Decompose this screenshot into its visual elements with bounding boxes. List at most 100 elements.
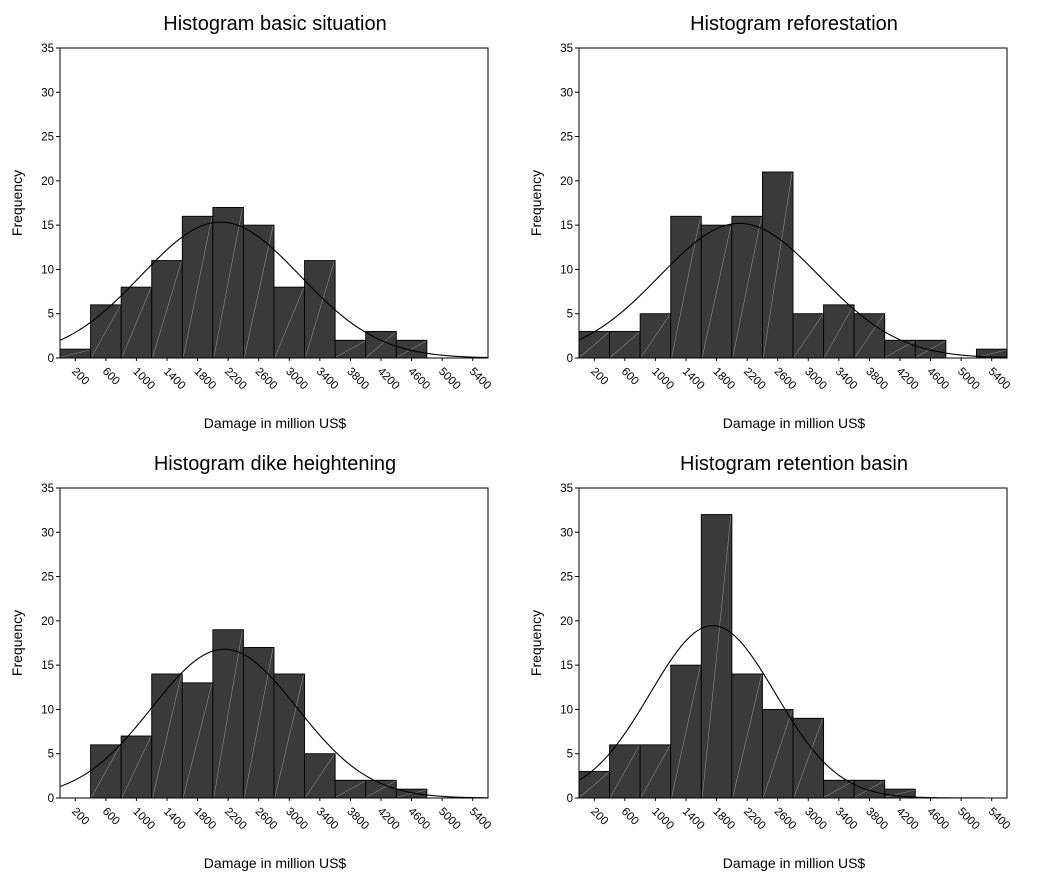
chart-title: Histogram dike heightening [154,453,396,475]
x-tick-label: 3800 [344,366,371,393]
y-axis: 0 5 10 15 20 25 30 35 [41,43,60,365]
x-tick-label: 3000 [802,806,829,833]
bar-hatch [91,745,121,798]
bar-hatch [274,288,304,358]
y-tick-label: 25 [560,132,573,144]
bar-hatch [60,349,90,358]
x-tick-label: 2200 [222,366,249,393]
bar-hatch [152,261,182,358]
x-tick-label: 3400 [314,806,341,833]
x-tick-label: 5400 [467,366,494,393]
x-tick-label: 5000 [955,806,982,833]
bar-hatch [854,314,884,358]
y-tick-label: 20 [41,176,54,188]
bar-hatch [610,332,640,358]
chart-title: Histogram retention basin [680,453,908,475]
bar-hatch [121,736,151,798]
bar-hatch [152,674,182,798]
y-axis: 0 5 10 15 20 25 30 35 [560,43,579,365]
chart-title: Histogram basic situation [163,13,386,35]
chart-title: Histogram reforestation [690,13,898,35]
x-tick-label: 2200 [222,806,249,833]
bar-hatch [244,648,274,798]
bar-hatch [885,789,915,798]
x-axis: 200 600 1000 1400 1800 2200 2600 3000 3400 3800 42… [588,358,1012,392]
y-tick-label: 30 [41,527,54,539]
y-tick-label: 35 [560,43,573,55]
x-tick-label: 3000 [283,806,310,833]
bar-hatch [793,719,823,798]
x-tick-label: 3400 [314,366,341,393]
x-tick-label: 2600 [772,366,799,393]
x-tick-label: 4600 [405,806,432,833]
bar-hatch [397,341,427,358]
bar-hatch [824,305,854,358]
bar-hatch [397,789,426,798]
x-tick-label: 3800 [863,366,890,393]
y-tick-label: 0 [48,793,54,805]
y-tick-label: 5 [48,749,54,761]
x-tick-label: 1400 [161,366,188,393]
x-tick-label: 600 [619,806,641,828]
bar-hatch [763,710,793,798]
x-tick-label: 5000 [436,806,463,833]
bar-hatch [701,226,732,358]
x-tick-label: 1000 [649,806,676,833]
x-tick-label: 3000 [802,366,829,393]
x-tick-label: 2200 [741,806,768,833]
bar-hatch [366,332,396,358]
plot-frame [578,487,1008,799]
x-tick-label: 4200 [894,366,921,393]
x-tick-label: 200 [588,806,610,828]
bar-hatch [274,674,304,798]
x-tick-label: 600 [619,366,641,388]
bar-hatch [640,314,670,358]
x-tick-label: 5000 [955,366,982,393]
bar-hatch [671,217,701,358]
bars [90,629,428,799]
x-tick-label: 1800 [191,806,218,833]
histogram-svg: Histogram basic situation 0 5 10 15 20 25 30 35 2… [9,13,493,431]
x-tick-label: 600 [100,806,122,828]
y-tick-label: 30 [41,87,54,99]
normal-curve [59,648,489,799]
x-tick-label: 600 [100,366,122,388]
bar-hatch [732,217,762,358]
y-tick-label: 25 [560,572,573,584]
x-tick-label: 4200 [894,806,921,833]
bar-hatch [335,341,365,358]
y-tick-label: 30 [560,527,573,539]
histogram-panel: Histogram dike heightening 0 5 10 15 20 25 30 35… [0,440,519,879]
bar-hatch [610,745,640,798]
bar-hatch [579,772,609,798]
y-tick-label: 0 [48,353,54,365]
x-axis-label: Damage in million US$ [204,415,347,431]
bar-hatch [854,781,884,798]
x-axis: 200 600 1000 1400 1800 2200 2600 3000 3400 3800 42… [588,798,1012,832]
bar-hatch [305,754,335,798]
y-tick-label: 15 [560,220,573,232]
x-tick-label: 200 [69,806,91,828]
histogram-bar [731,215,763,359]
y-axis-label: Frequency [528,170,544,236]
x-axis: 200 600 1000 1400 1800 2200 2600 3000 3400 3800 42… [69,798,493,832]
x-tick-label: 3000 [283,366,310,393]
y-axis: 0 5 10 15 20 25 30 35 [560,483,579,805]
x-axis: 200 600 1000 1400 1800 2200 2600 3000 3400 3800 42… [69,358,493,392]
bar-hatch [366,781,396,798]
bar-hatch [671,666,701,798]
x-tick-label: 1800 [710,806,737,833]
histogram-svg: Histogram retention basin 0 5 10 15 20 25 30 35 2… [528,453,1012,871]
x-tick-label: 4600 [924,806,951,833]
y-tick-label: 10 [41,704,54,716]
bars [578,171,1008,359]
y-tick-label: 10 [560,704,573,716]
normal-curve [59,221,489,359]
x-tick-label: 2600 [253,806,280,833]
y-tick-label: 15 [41,660,54,672]
plot-frame [59,47,489,359]
x-tick-label: 5000 [436,366,463,393]
y-tick-label: 20 [41,616,54,628]
y-tick-label: 20 [560,616,573,628]
bar-hatch [182,683,213,798]
